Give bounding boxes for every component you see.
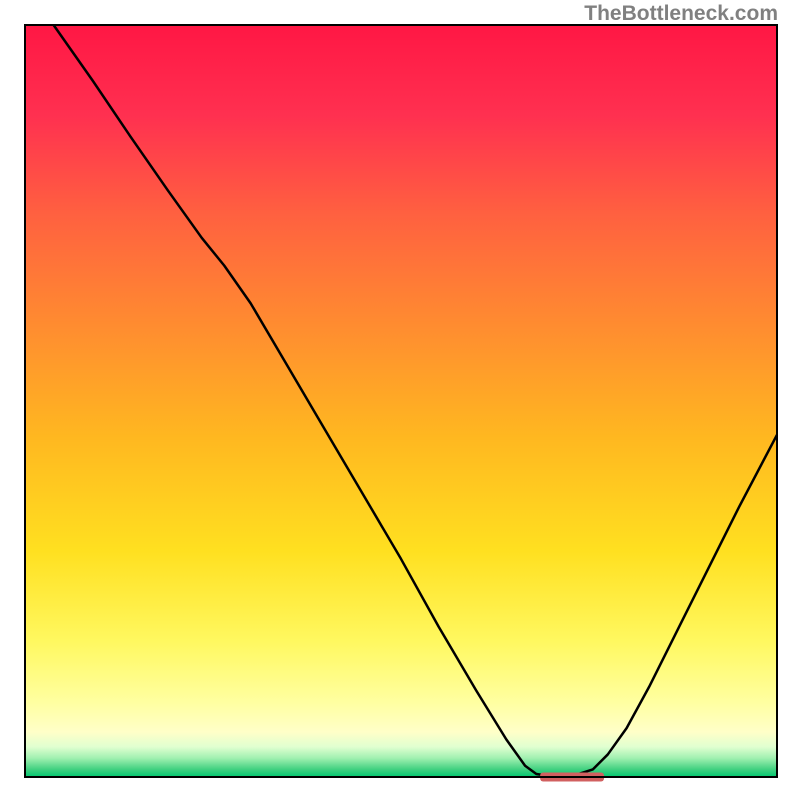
bottleneck-chart: TheBottleneck.com bbox=[0, 0, 800, 800]
chart-svg bbox=[0, 0, 800, 800]
watermark-text: TheBottleneck.com bbox=[584, 2, 778, 26]
gradient-background bbox=[25, 25, 777, 777]
